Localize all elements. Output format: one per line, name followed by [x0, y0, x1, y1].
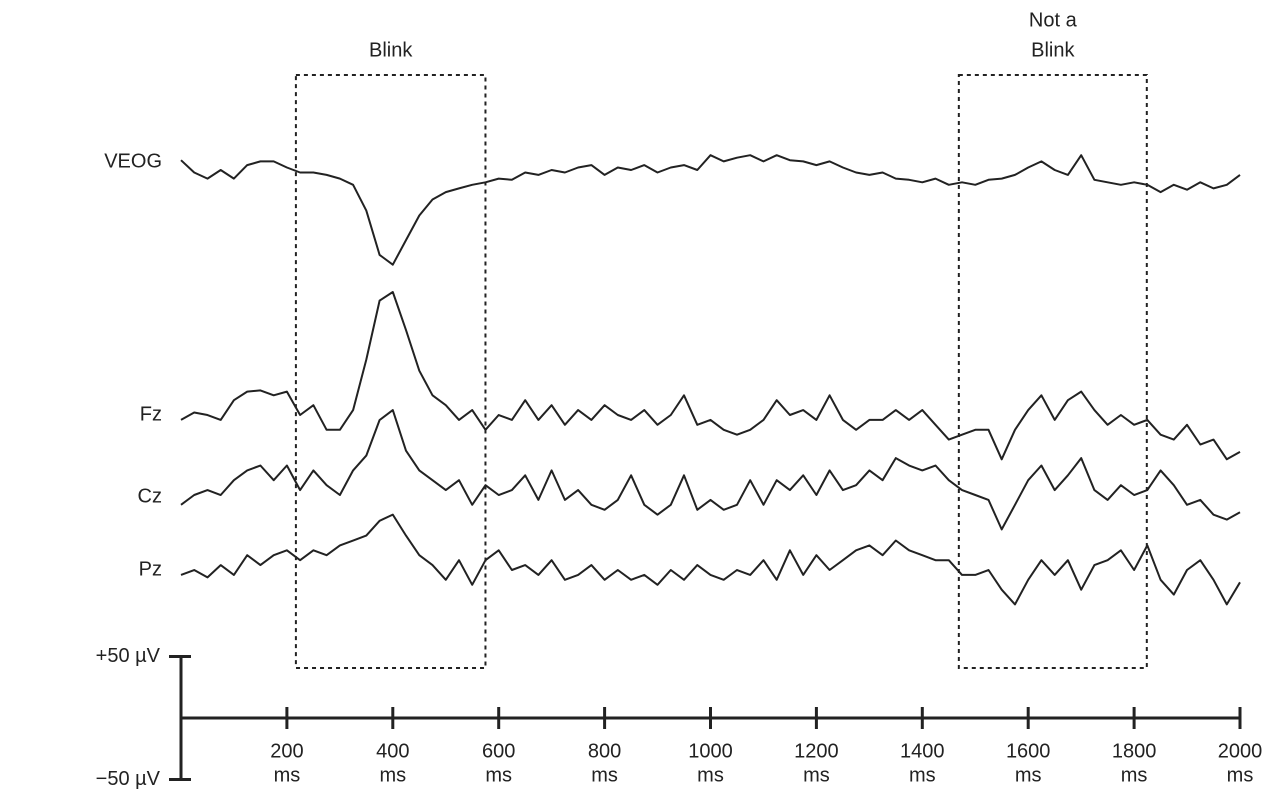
scale-bar-label: +50 µV: [96, 645, 161, 667]
annotation-label: Blink: [1031, 39, 1075, 61]
series-label: Cz: [138, 485, 162, 507]
x-tick-unit: ms: [1015, 764, 1042, 786]
x-tick-label: 600: [482, 740, 515, 762]
annotation-label: Blink: [369, 39, 413, 61]
x-tick-label: 2000: [1218, 740, 1263, 762]
x-tick-unit: ms: [1121, 764, 1148, 786]
x-tick-label: 1200: [794, 740, 839, 762]
x-tick-label: 400: [376, 740, 409, 762]
x-tick-unit: ms: [1227, 764, 1254, 786]
series-label: Pz: [139, 558, 162, 580]
trace: [180, 154, 1241, 266]
x-tick-unit: ms: [591, 764, 618, 786]
x-tick-unit: ms: [697, 764, 724, 786]
x-tick-unit: ms: [909, 764, 936, 786]
x-tick-unit: ms: [485, 764, 512, 786]
x-tick-label: 1000: [688, 740, 733, 762]
annotation-box: [957, 74, 1148, 669]
x-tick-unit: ms: [803, 764, 830, 786]
series-label: Fz: [140, 403, 162, 425]
scale-bar-label: −50 µV: [96, 768, 161, 790]
x-tick-label: 1800: [1112, 740, 1157, 762]
x-tick-unit: ms: [274, 764, 301, 786]
trace: [180, 291, 1241, 461]
x-tick-unit: ms: [379, 764, 406, 786]
trace: [180, 409, 1241, 531]
annotation-box: [294, 74, 487, 669]
x-tick-label: 200: [270, 740, 303, 762]
annotation-label: Not a: [1029, 9, 1078, 31]
series-label: VEOG: [104, 150, 162, 172]
x-tick-label: 800: [588, 740, 621, 762]
trace: [180, 513, 1241, 606]
x-tick-label: 1600: [1006, 740, 1051, 762]
x-tick-label: 1400: [900, 740, 945, 762]
